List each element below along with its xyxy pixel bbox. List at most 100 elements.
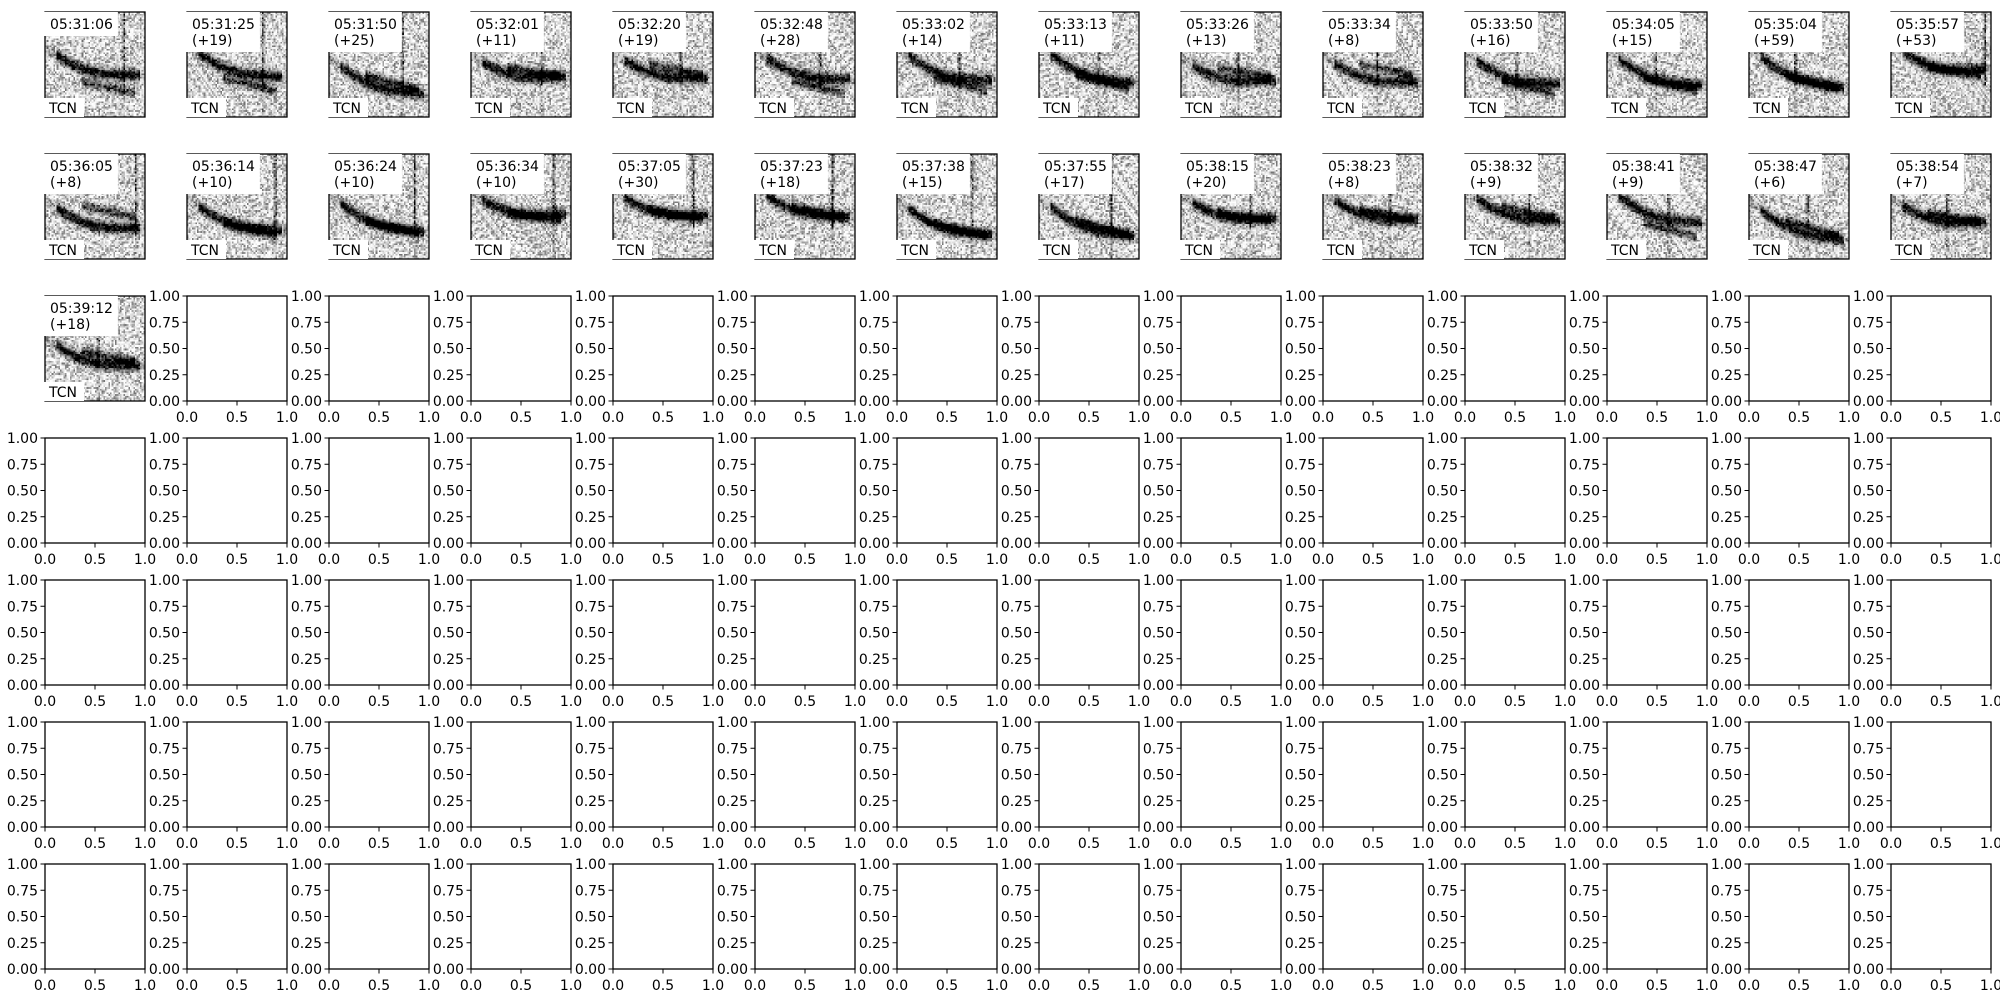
axes-tick-labels: 0.00 0.25 0.50 0.75 1.00 0.0 0.5 1.0 [1143, 289, 1292, 426]
tcn-label: TCN [48, 385, 77, 401]
y-tick-label: 0.25 [575, 936, 606, 952]
x-tick-label: 0.5 [1078, 978, 1100, 994]
x-tick-label: 0.5 [794, 836, 816, 852]
empty-axes [1460, 437, 1566, 548]
y-tick-label: 1.00 [149, 431, 180, 447]
axes-frame [1606, 721, 1708, 828]
y-tick-label: 1.00 [1143, 289, 1174, 305]
axes-frame [754, 721, 856, 828]
y-tick-label: 1.00 [433, 573, 464, 589]
y-tick-label: 0.00 [433, 394, 464, 410]
axes-frame [186, 437, 288, 544]
y-tick-label: 1.00 [1569, 573, 1600, 589]
tcn-label: TCN [48, 101, 77, 117]
x-tick-label: 0.5 [510, 552, 532, 568]
y-tick-label: 0.75 [575, 315, 606, 331]
y-tick-label: 0.50 [291, 768, 322, 784]
x-tick-label: 1.0 [134, 552, 156, 568]
timestamp-box [896, 154, 970, 194]
x-tick-label: 0.0 [744, 836, 766, 852]
y-tick-label: 0.75 [7, 883, 38, 899]
empty-axes [182, 863, 288, 974]
y-tick-label: 0.00 [7, 536, 38, 552]
y-tick-label: 0.50 [859, 768, 890, 784]
y-tick-label: 0.25 [433, 510, 464, 526]
x-tick-label: 0.5 [1646, 836, 1668, 852]
tcn-box [1890, 240, 1930, 259]
x-tick-label: 1.0 [1696, 836, 1718, 852]
y-tick-label: 1.00 [1427, 289, 1458, 305]
y-tick-label: 0.75 [1427, 741, 1458, 757]
axes-frame [328, 721, 430, 828]
timestamp-box [44, 12, 118, 36]
x-tick-label: 0.5 [368, 410, 390, 426]
y-tick-label: 0.50 [1427, 768, 1458, 784]
x-tick-label: 0.5 [226, 552, 248, 568]
axes-tick-labels: 0.00 0.25 0.50 0.75 1.00 0.0 0.5 1.0 [7, 573, 156, 710]
timestamp-box [328, 154, 402, 194]
axes-tick-labels: 0.00 0.25 0.50 0.75 1.00 0.0 0.5 1.0 [1001, 431, 1150, 568]
x-tick-label: 0.0 [1738, 694, 1760, 710]
y-tick-label: 0.00 [291, 536, 322, 552]
tcn-box [328, 240, 368, 259]
empty-axes [892, 721, 998, 832]
axes-tick-labels: 0.00 0.25 0.50 0.75 1.00 0.0 0.5 1.0 [1001, 857, 1150, 994]
y-tick-label: 0.75 [717, 883, 748, 899]
x-tick-label: 0.5 [652, 836, 674, 852]
x-tick-label: 0.5 [1220, 410, 1242, 426]
y-tick-label: 0.75 [291, 457, 322, 473]
axes-frame [1890, 579, 1992, 686]
y-tick-label: 1.00 [859, 431, 890, 447]
x-tick-label: 0.5 [1220, 552, 1242, 568]
timestamp-label: 05:31:25 (+19) [192, 17, 255, 49]
y-tick-label: 0.75 [1569, 883, 1600, 899]
y-tick-label: 1.00 [1711, 857, 1742, 873]
x-tick-label: 0.0 [1170, 410, 1192, 426]
y-tick-label: 0.75 [859, 315, 890, 331]
y-tick-label: 1.00 [1853, 857, 1884, 873]
axes-tick-labels: 0.00 0.25 0.50 0.75 1.00 0.0 0.5 1.0 [291, 289, 440, 426]
y-tick-label: 0.00 [291, 678, 322, 694]
y-tick-label: 1.00 [1427, 857, 1458, 873]
y-tick-label: 0.75 [1427, 883, 1458, 899]
x-tick-label: 0.0 [1170, 836, 1192, 852]
tcn-box [754, 98, 794, 117]
y-tick-label: 0.00 [717, 394, 748, 410]
y-tick-label: 0.75 [1711, 599, 1742, 615]
tcn-box [754, 240, 794, 259]
empty-axes [750, 863, 856, 974]
axes-tick-labels: 0.00 0.25 0.50 0.75 1.00 0.0 0.5 1.0 [1853, 431, 2000, 568]
empty-axes [1886, 579, 1992, 690]
x-tick-label: 0.5 [1078, 552, 1100, 568]
x-tick-label: 0.5 [794, 978, 816, 994]
timestamp-label: 05:32:01 (+11) [476, 17, 539, 49]
timestamp-label: 05:38:32 (+9) [1470, 159, 1533, 191]
x-tick-label: 0.5 [226, 410, 248, 426]
axes-frame [1180, 863, 1282, 970]
x-tick-label: 1.0 [1696, 552, 1718, 568]
y-tick-label: 0.25 [1427, 510, 1458, 526]
y-tick-label: 0.00 [1001, 394, 1032, 410]
x-tick-label: 0.5 [1930, 978, 1952, 994]
x-tick-label: 1.0 [1696, 410, 1718, 426]
y-tick-label: 0.50 [1143, 910, 1174, 926]
axes-tick-labels: 0.00 0.25 0.50 0.75 1.00 0.0 0.5 1.0 [433, 431, 582, 568]
y-tick-label: 1.00 [717, 289, 748, 305]
x-tick-label: 1.0 [418, 836, 440, 852]
x-tick-label: 0.0 [1028, 836, 1050, 852]
axes-tick-labels: 0.00 0.25 0.50 0.75 1.00 0.0 0.5 1.0 [1427, 573, 1576, 710]
y-tick-label: 0.25 [1853, 794, 1884, 810]
spectrogram-labels: 05:33:13 (+11) TCN [1038, 12, 1112, 117]
axes-tick-labels: 0.00 0.25 0.50 0.75 1.00 0.0 0.5 1.0 [1427, 431, 1576, 568]
y-tick-label: 1.00 [1285, 289, 1316, 305]
empty-axes [892, 579, 998, 690]
y-tick-label: 0.25 [717, 368, 748, 384]
x-tick-label: 0.0 [1880, 410, 1902, 426]
x-tick-label: 1.0 [134, 836, 156, 852]
y-tick-label: 0.50 [1285, 910, 1316, 926]
timestamp-label: 05:37:38 (+15) [902, 159, 965, 191]
timestamp-label: 05:38:23 (+8) [1328, 159, 1391, 191]
x-tick-label: 0.5 [1646, 978, 1668, 994]
y-tick-label: 0.00 [1285, 678, 1316, 694]
axes-frame [1748, 437, 1850, 544]
